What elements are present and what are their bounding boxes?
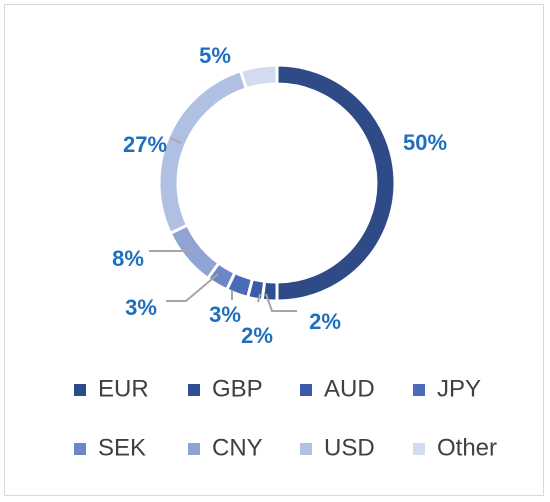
legend-label-aud: AUD <box>324 375 375 402</box>
data-label-cny: 8% <box>112 246 144 271</box>
data-label-other: 5% <box>199 43 231 68</box>
legend-item-gbp: GBP <box>188 375 263 402</box>
leader-lines-group <box>149 137 297 312</box>
leader-line-sek <box>166 273 219 302</box>
leader-line-usd <box>169 137 182 144</box>
data-label-eur: 50% <box>403 130 447 155</box>
leader-line-aud <box>257 293 261 303</box>
legend-item-cny: CNY <box>188 434 263 461</box>
slices-group <box>157 63 397 303</box>
legend-item-jpy: JPY <box>413 375 481 402</box>
legend-swatch-usd <box>300 443 312 455</box>
slice-usd <box>157 68 249 236</box>
legend-label-eur: EUR <box>98 375 149 402</box>
legend-swatch-sek <box>74 443 86 455</box>
data-label-aud: 2% <box>241 323 273 348</box>
leader-line-gbp <box>265 293 297 312</box>
legend-swatch-cny <box>188 443 200 455</box>
legend-label-sek: SEK <box>98 434 146 461</box>
data-label-gbp: 2% <box>309 309 341 334</box>
legend-item-sek: SEK <box>74 434 146 461</box>
chart-frame <box>4 4 544 496</box>
legend-swatch-aud <box>300 384 312 396</box>
data-label-jpy: 3% <box>209 302 241 327</box>
legend-swatch-eur <box>74 384 86 396</box>
legend-label-other: Other <box>437 434 497 461</box>
legend-label-jpy: JPY <box>437 375 481 402</box>
legend-swatch-other <box>413 443 425 455</box>
slice-other <box>238 63 279 91</box>
legend: EUR GBP AUD JPY SEK CNY USD Other <box>74 375 497 461</box>
data-label-usd: 27% <box>123 132 167 157</box>
legend-label-gbp: GBP <box>212 375 263 402</box>
legend-swatch-gbp <box>188 384 200 396</box>
legend-item-eur: EUR <box>74 375 149 402</box>
legend-label-usd: USD <box>324 434 375 461</box>
data-labels-group: 50%2%2%3%3%8%27%5% <box>112 43 447 348</box>
legend-label-cny: CNY <box>212 434 263 461</box>
legend-item-usd: USD <box>300 434 375 461</box>
legend-item-other: Other <box>413 434 497 461</box>
data-label-sek: 3% <box>125 295 157 320</box>
legend-swatch-jpy <box>413 384 425 396</box>
slice-eur <box>275 63 397 303</box>
legend-item-aud: AUD <box>300 375 375 402</box>
